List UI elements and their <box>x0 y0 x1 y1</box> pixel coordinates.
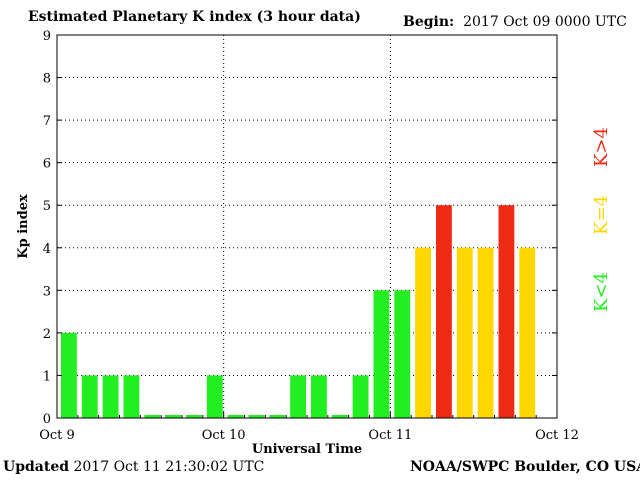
legend: K>4 K=4 K<4 <box>591 127 612 312</box>
kp-bar <box>81 375 98 418</box>
kp-bar <box>186 415 202 418</box>
kp-bar <box>456 247 473 418</box>
x-tick-label: Oct 12 <box>535 428 579 443</box>
kp-bar <box>352 375 369 418</box>
x-tick-label: Oct 11 <box>368 428 412 443</box>
updated-label: Updated <box>3 459 70 475</box>
kp-bar <box>436 205 452 418</box>
begin-timestamp: Begin: 2017 Oct 09 0000 UTC <box>403 14 627 30</box>
legend-item: K<4 <box>591 272 612 312</box>
kp-bar <box>498 205 515 418</box>
legend-item: K=4 <box>591 195 612 235</box>
kp-bar <box>248 415 265 418</box>
kp-bar <box>269 415 286 418</box>
x-axis: Oct 9 Oct 10 Oct 11 Oct 12 <box>39 412 579 443</box>
kp-bar <box>394 290 411 418</box>
y-axis-title: Kp index <box>16 194 31 259</box>
kp-bar <box>290 375 306 418</box>
kp-bar <box>373 290 390 418</box>
kp-bar <box>165 415 181 418</box>
x-axis-title: Universal Time <box>252 442 362 457</box>
kp-bar <box>102 375 119 418</box>
kp-bar <box>477 247 494 418</box>
y-axis: 0 1 2 3 4 5 6 7 8 9 <box>43 29 557 427</box>
y-tick-label: 7 <box>43 114 51 129</box>
y-tick-label: 6 <box>43 157 51 172</box>
y-tick-label: 5 <box>43 199 51 214</box>
y-tick-label: 9 <box>43 29 51 44</box>
y-tick-label: 3 <box>43 284 51 299</box>
kp-bar <box>61 332 77 418</box>
x-tick-label: Oct 10 <box>202 428 246 443</box>
kp-bar <box>206 375 223 418</box>
begin-label: Begin: <box>403 14 455 30</box>
y-tick-label: 2 <box>43 327 51 342</box>
kp-bar <box>144 415 161 418</box>
updated-value: 2017 Oct 11 21:30:02 UTC <box>73 459 265 475</box>
kp-bar <box>415 247 431 418</box>
y-tick-label: 4 <box>43 242 51 257</box>
updated-timestamp: Updated 2017 Oct 11 21:30:02 UTC <box>3 459 264 475</box>
chart-title: Estimated Planetary K index (3 hour data… <box>28 9 361 25</box>
kp-bar <box>123 375 140 418</box>
y-tick-label: 1 <box>43 369 51 384</box>
y-tick-label: 8 <box>43 72 51 87</box>
y-tick-label: 0 <box>43 412 51 427</box>
bars <box>61 205 536 418</box>
credit-line: NOAA/SWPC Boulder, CO USA <box>410 459 640 475</box>
begin-value: 2017 Oct 09 0000 UTC <box>463 14 627 30</box>
kp-bar <box>227 415 244 418</box>
x-tick-label: Oct 9 <box>39 428 75 443</box>
kp-bar <box>331 415 348 418</box>
kp-bar <box>311 375 327 418</box>
legend-item: K>4 <box>591 127 612 167</box>
kp-bar <box>519 247 536 418</box>
